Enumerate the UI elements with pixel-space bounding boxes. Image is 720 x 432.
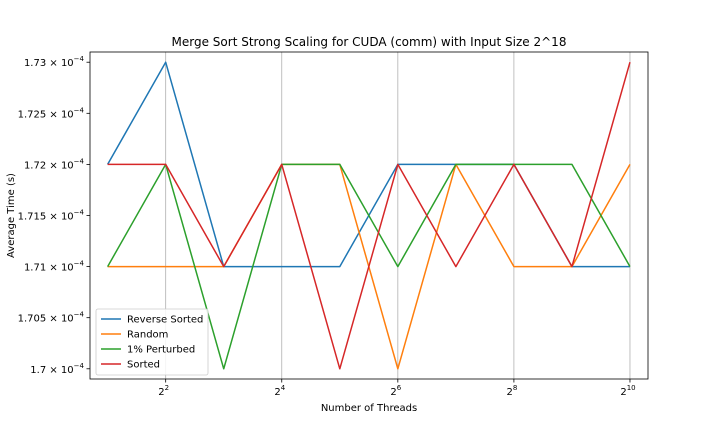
y-tick-mantissa: 1.72 × 10 (24, 160, 74, 171)
y-tick-exponent: −4 (74, 55, 85, 63)
y-tick-exponent: −4 (74, 106, 85, 114)
x-tick-label: 28 (506, 384, 517, 398)
x-tick-label: 22 (158, 384, 169, 398)
y-tick-label: 1.7 × 10−4 (30, 362, 84, 376)
y-tick-label: 1.72 × 10−4 (24, 157, 85, 171)
legend: Reverse Sorted Random 1% Perturbed Sorted (95, 308, 209, 376)
legend-label: Random (127, 330, 168, 341)
y-tick-label: 1.705 × 10−4 (18, 311, 85, 325)
legend-label: Reverse Sorted (127, 315, 203, 326)
y-tick-label: 1.715 × 10−4 (18, 209, 85, 223)
y-tick-exponent: −4 (74, 209, 85, 217)
y-axis-ticks: 1.7 × 10−41.705 × 10−41.71 × 10−41.715 ×… (18, 55, 90, 376)
y-tick-exponent: −4 (74, 260, 85, 268)
x-tick-exponent: 2 (165, 384, 169, 392)
x-tick-exponent: 8 (513, 384, 517, 392)
x-axis-ticks: 22 24 26 28 210 (158, 379, 636, 398)
x-tick-base: 2 (158, 387, 164, 398)
x-tick-base: 2 (620, 387, 626, 398)
x-tick-label: 210 (620, 384, 635, 398)
legend-box (95, 308, 209, 376)
x-tick-exponent: 4 (281, 384, 286, 392)
y-tick-label: 1.73 × 10−4 (24, 55, 85, 69)
x-tick-base: 2 (274, 387, 280, 398)
y-tick-mantissa: 1.705 × 10 (18, 314, 74, 325)
x-tick-label: 26 (390, 384, 401, 398)
series-line-1-perturbed (106, 163, 631, 370)
y-tick-mantissa: 1.7 × 10 (30, 365, 73, 376)
y-tick-exponent: −4 (74, 311, 85, 319)
series-line-sorted (107, 62, 631, 370)
y-tick-mantissa: 1.725 × 10 (18, 109, 74, 120)
x-tick-label: 24 (274, 384, 285, 398)
x-tick-exponent: 6 (397, 384, 402, 392)
y-tick-exponent: −4 (74, 157, 85, 165)
legend-label: 1% Perturbed (127, 345, 195, 356)
x-axis-label: Number of Threads (321, 403, 417, 414)
y-axis-label: Average Time (s) (6, 173, 17, 258)
x-tick-exponent: 10 (627, 384, 636, 392)
y-tick-label: 1.725 × 10−4 (18, 106, 85, 120)
x-tick-base: 2 (390, 387, 396, 398)
series-lines (106, 61, 631, 370)
y-tick-exponent: −4 (74, 362, 85, 370)
y-tick-mantissa: 1.71 × 10 (24, 263, 74, 274)
y-tick-mantissa: 1.715 × 10 (18, 212, 74, 223)
x-tick-base: 2 (506, 387, 512, 398)
legend-label: Sorted (127, 360, 160, 371)
y-tick-label: 1.71 × 10−4 (24, 260, 85, 274)
chart-title: Merge Sort Strong Scaling for CUDA (comm… (172, 35, 567, 49)
y-tick-mantissa: 1.73 × 10 (24, 58, 74, 69)
